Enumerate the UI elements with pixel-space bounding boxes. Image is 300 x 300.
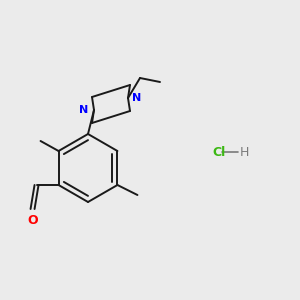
Text: O: O — [27, 214, 38, 227]
Text: N: N — [132, 93, 141, 103]
Text: H: H — [240, 146, 249, 158]
Text: Cl: Cl — [212, 146, 225, 158]
Text: N: N — [79, 105, 88, 115]
